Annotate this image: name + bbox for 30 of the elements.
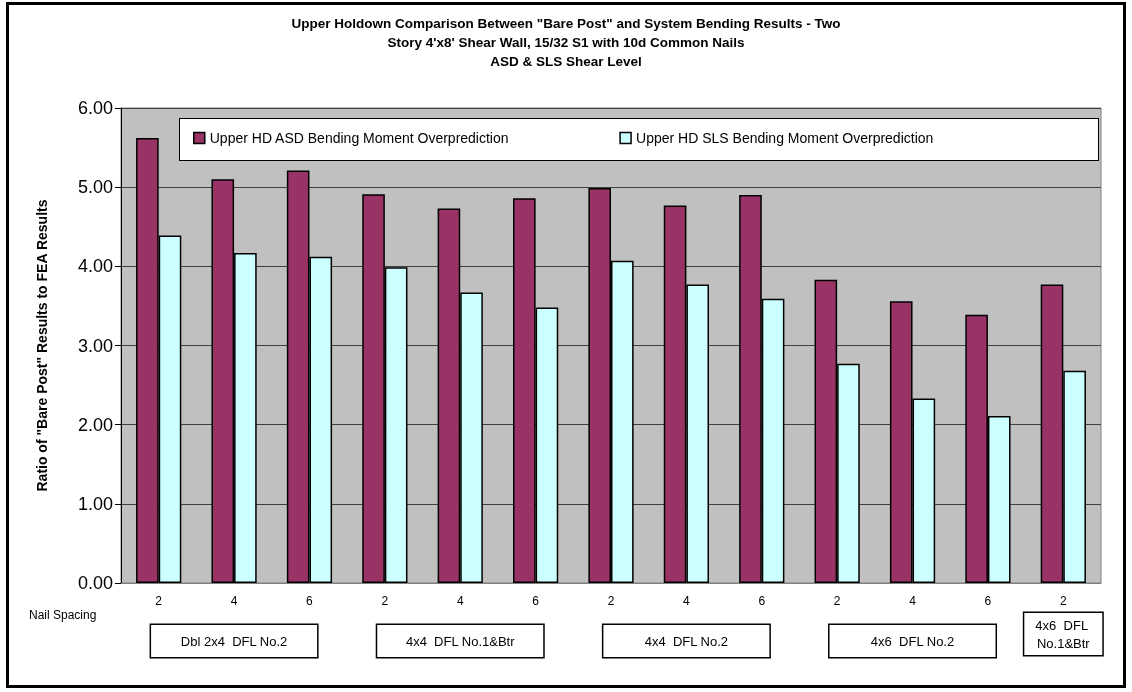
x-tick-label: 6: [532, 594, 540, 608]
x-tick-label: 2: [833, 594, 841, 608]
x-tick-label: 4: [683, 594, 691, 608]
y-tick-label: 0.00: [77, 573, 113, 593]
x-tick-label: 6: [306, 594, 314, 608]
y-tick-label: 3.00: [77, 335, 113, 356]
legend-label: Upper HD ASD Bending Moment Overprediction: [209, 130, 509, 146]
y-axis-title: Ratio of "Bare Post" Results to FEA Results: [34, 199, 50, 492]
x-tick-label: 2: [155, 594, 163, 608]
y-tick-label: 5.00: [77, 177, 113, 198]
y-tick-label: 1.00: [77, 493, 113, 514]
text: Nail Spacing: [29, 608, 97, 622]
text: 4x4 DFL No.2: [644, 633, 729, 649]
x-tick-label: 2: [607, 594, 615, 608]
x-tick-label: 6: [758, 594, 766, 608]
text: 4x6 DFL No.2: [870, 633, 955, 649]
text: Dbl 2x4 DFL No.2: [180, 633, 288, 649]
x-tick-label: 2: [1059, 594, 1067, 608]
legend-label: Upper HD SLS Bending Moment Overprediction: [636, 130, 934, 146]
x-tick-label: 4: [456, 594, 464, 608]
x-tick-label: 4: [230, 594, 238, 608]
y-tick-label: 6.00: [77, 98, 113, 118]
chart-title: Upper Holdown Comparison Between "Bare Post" and System Bending Results - Two Story 4'x8' Shear Wall, 15/32 S1 with 10d Common Nails ASD & SLS Shear Level: [291, 16, 841, 69]
x-tick-label: 6: [984, 594, 992, 608]
x-tick-label: 2: [381, 594, 389, 608]
text: 4x4 DFL No.1&Btr: [405, 633, 516, 649]
text: 4x6 DFL No.1&Btr: [1035, 617, 1092, 651]
x-tick-label: 4: [909, 594, 917, 608]
y-tick-label: 4.00: [77, 256, 113, 277]
y-tick-label: 2.00: [77, 414, 113, 435]
